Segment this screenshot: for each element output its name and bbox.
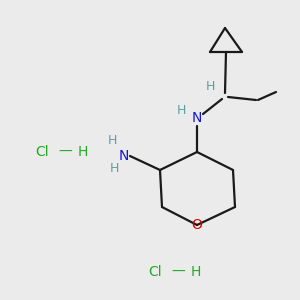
Text: H: H: [176, 103, 186, 116]
Text: O: O: [192, 218, 203, 232]
Text: Cl: Cl: [35, 145, 49, 159]
Text: —: —: [58, 145, 72, 159]
Text: Cl: Cl: [148, 265, 162, 279]
Text: H: H: [107, 134, 117, 148]
Text: H: H: [78, 145, 88, 159]
Text: H: H: [109, 161, 119, 175]
Text: H: H: [191, 265, 201, 279]
Text: N: N: [192, 111, 202, 125]
Text: H: H: [205, 80, 215, 94]
Text: —: —: [171, 265, 185, 279]
Text: N: N: [119, 149, 129, 163]
